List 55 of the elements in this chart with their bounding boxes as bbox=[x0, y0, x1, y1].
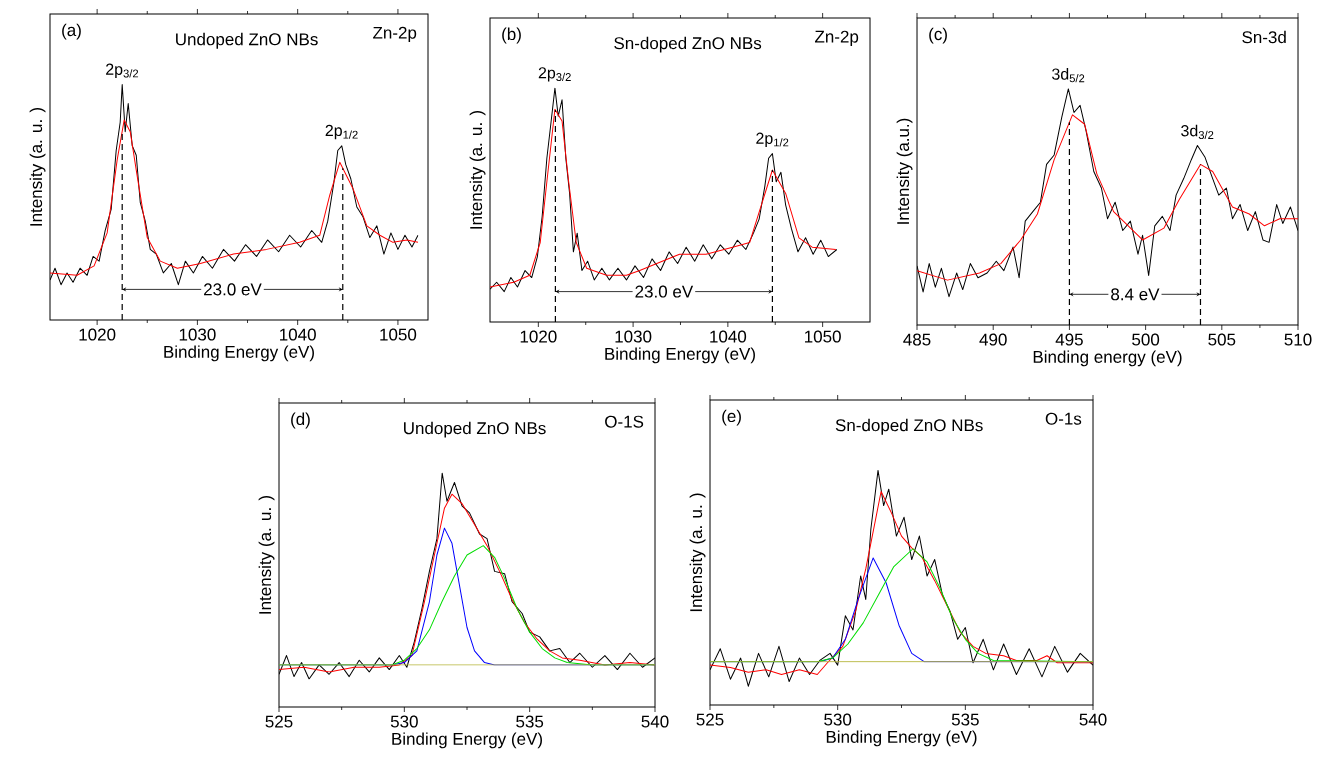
x-tick-label: 1040 bbox=[280, 328, 316, 341]
x-tick-label: 510 bbox=[1284, 333, 1312, 346]
y-axis-title: Intensity (a. u. ) bbox=[689, 493, 706, 612]
annotation: 23.0 eV bbox=[204, 283, 262, 296]
x-tick-label: 1050 bbox=[805, 330, 841, 343]
x-tick-label: 1020 bbox=[79, 328, 116, 341]
x-axis-title: Binding energy (eV) bbox=[1033, 350, 1182, 367]
chart-subtitle: Sn-doped ZnO NBs bbox=[835, 418, 983, 435]
y-axis-title: Intensity (a. u. ) bbox=[469, 110, 486, 229]
chart-title: (a) bbox=[62, 23, 81, 40]
annotation: 2p$_{1/2}$ bbox=[325, 124, 358, 140]
annotation: 23.0 eV bbox=[635, 285, 694, 298]
chart-title: (c) bbox=[929, 27, 947, 44]
x-tick-label: 525 bbox=[265, 715, 293, 728]
y-axis-title: Intensity (a.u.) bbox=[896, 118, 913, 224]
x-tick-label: 1050 bbox=[380, 328, 417, 341]
x-tick-label: 525 bbox=[696, 713, 724, 726]
x-axis-title: Binding Energy (eV) bbox=[392, 732, 542, 749]
annotation: 2p$_{3/2}$ bbox=[538, 67, 571, 82]
text: O-1S bbox=[605, 415, 644, 428]
x-tick-label: 485 bbox=[903, 333, 931, 346]
annotation: 3d$_{3/2}$ bbox=[1181, 124, 1214, 139]
chart-subtitle: Undoped ZnO NBs bbox=[404, 421, 546, 438]
x-tick-label: 540 bbox=[1079, 713, 1107, 726]
x-tick-label: 490 bbox=[979, 333, 1007, 346]
x-tick-label: 535 bbox=[951, 713, 979, 726]
x-tick-label: 530 bbox=[824, 713, 852, 726]
x-tick-label: 540 bbox=[641, 715, 669, 728]
y-axis-title: Intensity (a. u. ) bbox=[258, 495, 275, 614]
x-tick-label: 1030 bbox=[615, 330, 652, 343]
x-tick-label: 500 bbox=[1132, 333, 1160, 346]
annotation: 2p$_{3/2}$ bbox=[106, 63, 139, 79]
chart-title: (b) bbox=[502, 27, 521, 44]
y-axis-title: Intensity (a. u. ) bbox=[29, 107, 46, 226]
chart-title: (d) bbox=[291, 412, 310, 429]
x-axis-title: Binding Energy (eV) bbox=[605, 347, 755, 364]
chart-title: (e) bbox=[722, 409, 741, 426]
x-axis-title: Binding Energy (eV) bbox=[826, 730, 977, 747]
x-tick-label: 1040 bbox=[710, 330, 747, 343]
text: Zn-2p bbox=[373, 26, 417, 43]
annotation: 3d$_{5/2}$ bbox=[1052, 68, 1085, 83]
x-tick-label: 530 bbox=[390, 715, 418, 728]
x-axis-title: Binding Energy (eV) bbox=[164, 345, 314, 362]
x-tick-label: 505 bbox=[1208, 333, 1236, 346]
text: Sn-3d bbox=[1242, 30, 1286, 44]
x-tick-label: 1020 bbox=[520, 330, 557, 343]
text: O-1s bbox=[1045, 412, 1082, 425]
x-tick-label: 535 bbox=[516, 715, 544, 728]
annotation: 2p$_{1/2}$ bbox=[756, 132, 789, 148]
chart-subtitle: Sn-doped ZnO NBs bbox=[614, 36, 762, 53]
text: Zn-2p bbox=[815, 30, 859, 47]
x-tick-label: 1030 bbox=[179, 328, 216, 341]
x-tick-label: 495 bbox=[1055, 333, 1083, 346]
annotation: 8.4 eV bbox=[1111, 288, 1160, 301]
chart-subtitle: Undoped ZnO NBs bbox=[176, 32, 318, 49]
